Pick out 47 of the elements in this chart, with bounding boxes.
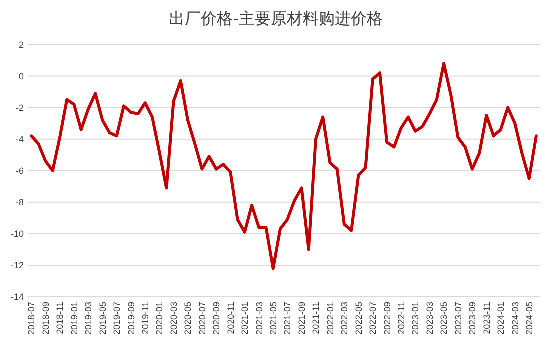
- y-tick-label: -4: [16, 134, 24, 144]
- x-tick-label: 2020-11: [226, 302, 236, 334]
- x-tick-label: 2019-11: [140, 302, 150, 334]
- x-tick-label: 2024-01: [496, 302, 506, 336]
- x-tick-label: 2019-01: [69, 302, 80, 336]
- x-tick-label: 2018-11: [55, 302, 66, 334]
- x-tick-label: 2023-01: [410, 302, 421, 336]
- y-tick-label: -6: [16, 166, 24, 176]
- y-tick-label: 2: [18, 40, 24, 50]
- x-tick-label: 2022-07: [368, 302, 378, 336]
- x-tick-label: 2023-07: [453, 302, 464, 336]
- x-tick-label: 2022-03: [340, 302, 350, 336]
- x-tick-label: 2022-09: [382, 302, 392, 336]
- y-tick-label: -8: [16, 198, 24, 208]
- y-tick-label: -2: [16, 102, 24, 113]
- x-tick-label: 2024-03: [510, 302, 520, 336]
- x-tick-label: 2020-09: [212, 302, 222, 336]
- x-tick-label: 2021-11: [311, 302, 322, 334]
- x-tick-label: 2022-11: [396, 302, 406, 334]
- x-tick-label: 2020-01: [154, 302, 165, 336]
- x-tick-label: 2024-05: [524, 302, 534, 336]
- x-tick-label: 2019-07: [112, 302, 122, 336]
- x-tick-label: 2023-09: [468, 302, 478, 336]
- x-tick-label: 2021-05: [268, 302, 278, 336]
- y-tick-label: 0: [18, 71, 24, 82]
- x-tick-label: 2021-03: [254, 302, 264, 336]
- y-tick-label: -14: [10, 292, 24, 302]
- x-tick-label: 2021-09: [296, 302, 307, 336]
- x-tick-label: 2020-05: [183, 302, 194, 336]
- x-tick-label: 2019-03: [84, 302, 94, 336]
- chart-title: 出厂价格-主要原材料购进价格: [169, 9, 383, 28]
- x-tick-label: 2023-05: [439, 302, 450, 336]
- x-tick-label: 2021-07: [282, 302, 293, 336]
- x-tick-label: 2023-03: [424, 302, 435, 336]
- y-tick-label: -12: [10, 260, 24, 271]
- x-tick-label: 2022-05: [354, 302, 364, 336]
- x-tick-label: 2020-03: [168, 302, 179, 336]
- x-tick-label: 2023-11: [482, 302, 492, 334]
- x-tick-label: 2020-07: [197, 302, 208, 336]
- x-tick-label: 2021-01: [240, 302, 250, 336]
- x-tick-label: 2022-01: [325, 302, 336, 336]
- y-tick-label: -10: [10, 229, 24, 240]
- x-tick-label: 2019-09: [126, 302, 136, 336]
- x-tick-label: 2019-05: [98, 302, 108, 336]
- line-series: [30, 62, 538, 270]
- x-tick-label: 2018-09: [40, 302, 51, 336]
- x-tick-label: 2018-07: [26, 302, 37, 336]
